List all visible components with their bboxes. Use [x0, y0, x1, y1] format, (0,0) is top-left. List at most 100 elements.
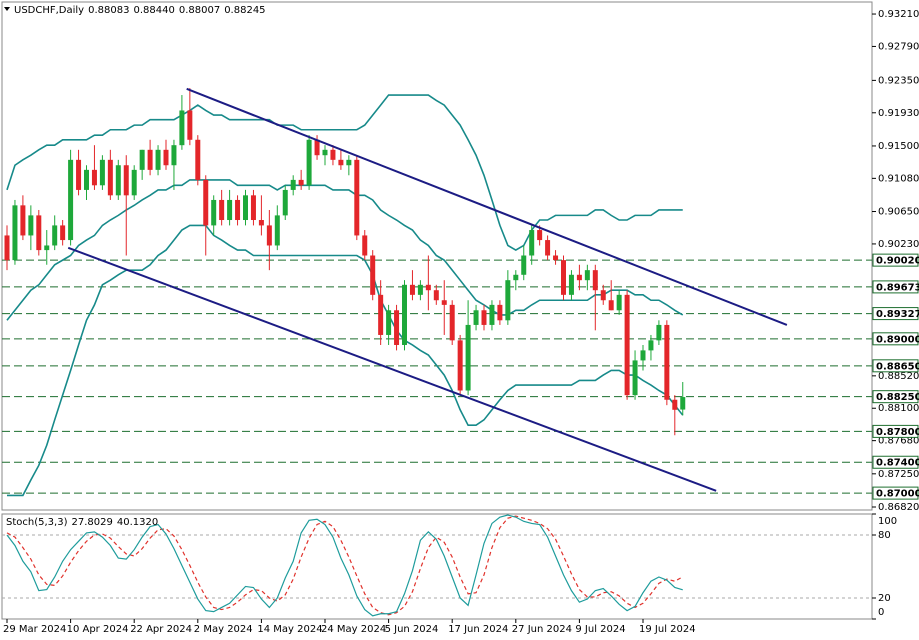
candle-body — [370, 255, 376, 295]
candle-body — [338, 159, 344, 166]
candle-body — [195, 139, 201, 180]
candle-body — [282, 189, 288, 216]
trendline — [67, 246, 717, 492]
candle-body — [640, 350, 646, 361]
candle-body — [553, 255, 559, 261]
stoch-plot — [2, 514, 872, 617]
stoch-header: Stoch(5,3,3) 27.8029 40.1320 — [6, 517, 158, 528]
candle-body — [44, 245, 50, 251]
level-label: 0.89000 — [876, 334, 919, 345]
candle-body — [584, 270, 590, 281]
candle-body — [36, 215, 42, 251]
level-label: 0.89327 — [876, 309, 919, 320]
candle-body — [600, 290, 606, 301]
level-label-box — [872, 332, 919, 346]
candle-body — [330, 149, 336, 160]
candle-body — [378, 294, 384, 335]
stoch-frame — [1, 513, 873, 620]
y-tick-label: 0.87680 — [878, 436, 919, 447]
y-tick-label: 0.86820 — [878, 502, 919, 513]
candle-body — [60, 225, 66, 241]
level-label-box — [872, 280, 919, 294]
candle-body — [179, 110, 185, 146]
menu-arrow[interactable] — [4, 7, 10, 11]
candle-body — [346, 159, 352, 166]
stoch-y-tick-label: 20 — [878, 593, 891, 604]
chart-header: USDCHF,Daily 0.88083 0.88440 0.88007 0.88245 — [14, 5, 266, 16]
candle-body — [505, 280, 511, 321]
candle-body — [203, 179, 209, 226]
band-lower — [7, 224, 684, 497]
candle-body — [632, 360, 638, 396]
candle-body — [187, 110, 193, 140]
x-tick-label: 22 Apr 2024 — [130, 624, 192, 635]
x-tick-label: 10 Apr 2024 — [67, 624, 129, 635]
candle-body — [441, 300, 447, 305]
candle-body — [624, 294, 630, 396]
x-tick-label: 5 Jun 2024 — [385, 624, 439, 635]
candle-body — [52, 225, 58, 246]
candle-body — [12, 205, 18, 261]
y-tick-label: 0.93210 — [878, 9, 919, 20]
x-tick-label: 9 Jul 2024 — [575, 624, 625, 635]
level-label: 0.90020 — [876, 256, 919, 267]
symbol: USDCHF,Daily — [14, 5, 84, 16]
candle-body — [608, 300, 614, 311]
candle-body — [227, 199, 233, 221]
main-frame — [1, 1, 873, 511]
candle-body — [576, 274, 582, 281]
candle-body — [616, 294, 622, 311]
candle-body — [402, 284, 407, 345]
x-tick-label: 19 Jul 2024 — [639, 624, 696, 635]
y-tick-label: 0.90230 — [878, 239, 919, 250]
candle-body — [139, 149, 145, 170]
candle-body — [545, 240, 551, 256]
candle-body — [298, 179, 304, 186]
level-label: 0.88250 — [876, 392, 919, 403]
candle-body — [449, 304, 455, 341]
level-label-box — [872, 359, 919, 373]
y-tick-label: 0.92350 — [878, 75, 919, 86]
candle-body — [537, 230, 543, 241]
main-plot — [2, 87, 872, 497]
candle-body — [425, 284, 431, 291]
stoch-title: Stoch(5,3,3) — [6, 517, 68, 528]
candle-body — [672, 399, 678, 410]
candle-body — [409, 284, 415, 295]
candle-body — [473, 310, 479, 325]
candle-body — [465, 324, 471, 391]
candle-body — [84, 169, 89, 190]
candle-body — [290, 179, 296, 190]
level-label: 0.88650 — [876, 361, 919, 372]
candle-body — [4, 235, 10, 261]
y-tick-label: 0.91930 — [878, 108, 919, 119]
candle-body — [20, 205, 26, 236]
y-tick-label: 0.91080 — [878, 173, 919, 184]
candle-body — [235, 199, 241, 221]
candle-body — [513, 274, 519, 281]
candle-body — [568, 274, 574, 295]
band-middle — [6, 179, 684, 321]
axes: 0.93210 0.92790 0.92350 0.91930 0.91500 0.910… — [3, 9, 919, 635]
stoch-y-tick-label: 100 — [878, 516, 897, 527]
candle-body — [91, 169, 97, 186]
candle-body — [266, 225, 272, 246]
candle-body — [219, 199, 225, 221]
level-label-box — [872, 390, 919, 404]
candle-body — [115, 165, 121, 196]
candle-body — [243, 195, 248, 221]
x-tick-label: 14 May 2024 — [257, 624, 322, 635]
candle-body — [656, 324, 662, 341]
candle-body — [417, 284, 423, 295]
candle-body — [163, 149, 169, 166]
y-tick-label: 0.88100 — [878, 403, 919, 414]
candle-body — [433, 290, 439, 301]
stoch-y-tick-label: 80 — [878, 530, 891, 541]
candle-body — [354, 159, 360, 236]
candle-body — [250, 195, 256, 221]
candle-body — [664, 324, 670, 400]
candle-body — [648, 340, 654, 351]
level-label: 0.87000 — [876, 489, 919, 500]
